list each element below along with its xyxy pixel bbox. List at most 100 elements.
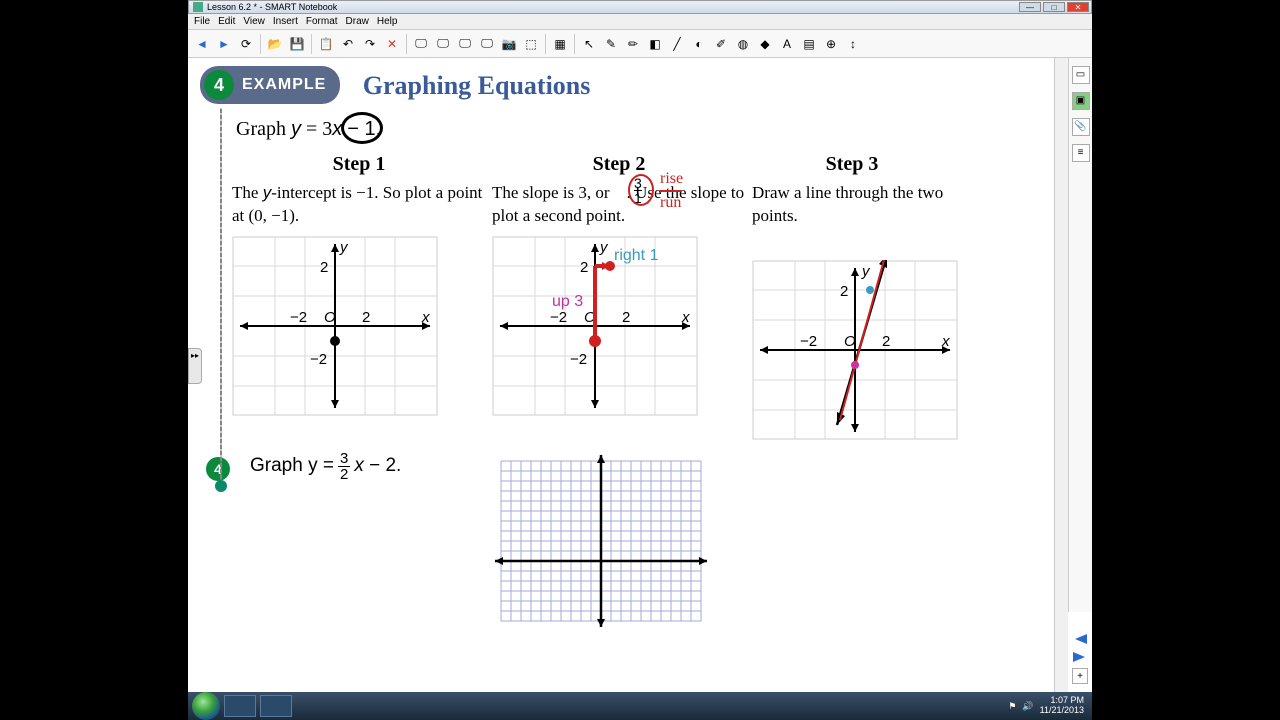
step-1-title: Step 1 bbox=[232, 153, 486, 176]
step-2: Step 2 The slope is 3, or . Use the slop… bbox=[492, 153, 746, 445]
svg-text:2: 2 bbox=[362, 309, 370, 326]
forward-icon[interactable]: ► bbox=[214, 34, 234, 54]
svg-text:O: O bbox=[324, 309, 336, 326]
step-2-graph: −2 2 2 −2 O y x up 3 right 1 bbox=[492, 236, 746, 421]
app-window: Lesson 6.2 * - SMART Notebook — □ ✕ File… bbox=[188, 0, 1092, 692]
svg-text:2: 2 bbox=[320, 259, 328, 276]
creative-pen-icon[interactable]: ✏ bbox=[623, 34, 643, 54]
menu-help[interactable]: Help bbox=[377, 16, 398, 27]
save-icon[interactable]: 💾 bbox=[287, 34, 307, 54]
add-page-icon[interactable]: + bbox=[1072, 668, 1088, 684]
capture-icon[interactable]: 📷 bbox=[499, 34, 519, 54]
blank-grid bbox=[491, 451, 711, 636]
nav-arrows: + bbox=[1068, 632, 1092, 684]
page-sorter-icon[interactable]: ▭ bbox=[1072, 66, 1090, 84]
step-3-title: Step 3 bbox=[752, 153, 952, 176]
step-1-graph: −2 2 2 −2 O y x bbox=[232, 236, 486, 421]
titlebar[interactable]: Lesson 6.2 * - SMART Notebook — □ ✕ bbox=[188, 0, 1092, 14]
paste-icon[interactable]: 📋 bbox=[316, 34, 336, 54]
attachments-icon[interactable]: 📎 bbox=[1072, 118, 1090, 136]
tray-flag-icon[interactable]: ⚑ bbox=[1008, 701, 1016, 712]
taskbar-item-1[interactable] bbox=[224, 695, 256, 717]
step-3-text: Draw a line through the two points. bbox=[752, 182, 952, 228]
svg-text:−2: −2 bbox=[570, 351, 587, 368]
svg-text:right 1: right 1 bbox=[614, 247, 659, 264]
screen1-icon[interactable]: 🖵 bbox=[411, 34, 431, 54]
shape-icon[interactable]: ◐ bbox=[689, 34, 709, 54]
redo-icon[interactable]: ↷ bbox=[360, 34, 380, 54]
system-tray: ⚑ 🔊 1:07 PM 11/21/2013 bbox=[1008, 696, 1092, 716]
magic-pen-icon[interactable]: ✐ bbox=[711, 34, 731, 54]
example-badge: 4 EXAMPLE bbox=[200, 66, 340, 104]
open-icon[interactable]: 📂 bbox=[265, 34, 285, 54]
run-label: run bbox=[660, 190, 681, 214]
move-toolbar-icon[interactable]: ↕ bbox=[843, 34, 863, 54]
taskbar: ⚑ 🔊 1:07 PM 11/21/2013 bbox=[188, 692, 1092, 720]
steps-row: Step 1 The y-intercept is −1. So plot a … bbox=[232, 153, 1054, 445]
step-1-text: The y-intercept is −1. So plot a point a… bbox=[232, 182, 486, 228]
menu-format[interactable]: Format bbox=[306, 16, 338, 27]
undo-icon[interactable]: ↶ bbox=[338, 34, 358, 54]
highlighter-icon[interactable]: ◆ bbox=[755, 34, 775, 54]
next-page-icon[interactable] bbox=[1071, 650, 1089, 664]
delete-icon[interactable]: ✕ bbox=[382, 34, 402, 54]
measure-icon[interactable]: ⊕ bbox=[821, 34, 841, 54]
badge-label: EXAMPLE bbox=[242, 76, 326, 94]
tray-clock[interactable]: 1:07 PM 11/21/2013 bbox=[1040, 696, 1084, 716]
properties-tab-icon[interactable]: ≡ bbox=[1072, 144, 1090, 162]
screen3-icon[interactable]: 🖵 bbox=[455, 34, 475, 54]
svg-text:O: O bbox=[844, 333, 856, 350]
line-icon[interactable]: ╱ bbox=[667, 34, 687, 54]
svg-text:x: x bbox=[941, 333, 950, 350]
exercise-equation: Graph y = 32 x − 2. bbox=[250, 451, 401, 482]
tray-volume-icon[interactable]: 🔊 bbox=[1022, 701, 1033, 712]
menu-file[interactable]: File bbox=[194, 16, 210, 27]
page-spine bbox=[220, 108, 222, 488]
properties-icon[interactable]: ▤ bbox=[799, 34, 819, 54]
exercise-badge: 4 bbox=[206, 457, 230, 481]
select-icon[interactable]: ↖ bbox=[579, 34, 599, 54]
menu-view[interactable]: View bbox=[243, 16, 265, 27]
svg-text:−2: −2 bbox=[290, 309, 307, 326]
step-3-graph: −2 2 2 O y x bbox=[752, 260, 952, 445]
menubar: File Edit View Insert Format Draw Help bbox=[188, 14, 1092, 30]
menu-edit[interactable]: Edit bbox=[218, 16, 235, 27]
taskbar-item-2[interactable] bbox=[260, 695, 292, 717]
eraser-icon[interactable]: ◧ bbox=[645, 34, 665, 54]
page-content: 4 EXAMPLE Graphing Equations Graph y = 3… bbox=[188, 58, 1054, 692]
exercise-row: 4 Graph y = 32 x − 2. bbox=[206, 451, 1054, 636]
step-2-text: The slope is 3, or . Use the slope to pl… bbox=[492, 182, 746, 228]
prev-page-icon[interactable] bbox=[1071, 632, 1089, 646]
screen2-icon[interactable]: 🖵 bbox=[433, 34, 453, 54]
table-icon[interactable]: ▦ bbox=[550, 34, 570, 54]
text-icon[interactable]: A bbox=[777, 34, 797, 54]
back-icon[interactable]: ◄ bbox=[192, 34, 212, 54]
close-button[interactable]: ✕ bbox=[1067, 2, 1089, 12]
pen-icon[interactable]: ✎ bbox=[601, 34, 621, 54]
maximize-button[interactable]: □ bbox=[1043, 2, 1065, 12]
fill-icon[interactable]: ◍ bbox=[733, 34, 753, 54]
menu-insert[interactable]: Insert bbox=[273, 16, 298, 27]
doc-cam-icon[interactable]: ⬚ bbox=[521, 34, 541, 54]
screen4-icon[interactable]: 🖵 bbox=[477, 34, 497, 54]
gallery-icon[interactable]: ▣ bbox=[1072, 92, 1090, 110]
svg-text:−2: −2 bbox=[550, 309, 567, 326]
step-3: Step 3 Draw a line through the two point… bbox=[752, 153, 952, 445]
svg-text:−2: −2 bbox=[800, 333, 817, 350]
side-panel: ▭ ▣ 📎 ≡ bbox=[1068, 58, 1092, 612]
svg-text:x: x bbox=[421, 309, 430, 326]
minimize-button[interactable]: — bbox=[1019, 2, 1041, 12]
svg-text:2: 2 bbox=[580, 259, 588, 276]
vertical-scrollbar[interactable] bbox=[1054, 58, 1068, 692]
side-tab-handle[interactable]: ▸▸ bbox=[188, 348, 202, 384]
menu-draw[interactable]: Draw bbox=[346, 16, 369, 27]
window-title: Lesson 6.2 * - SMART Notebook bbox=[207, 2, 337, 12]
refresh-icon[interactable]: ⟳ bbox=[236, 34, 256, 54]
spine-marker bbox=[215, 480, 227, 492]
start-button[interactable] bbox=[192, 692, 220, 720]
badge-number: 4 bbox=[204, 70, 234, 100]
lesson-title: Graphing Equations bbox=[363, 71, 591, 101]
step-1: Step 1 The y-intercept is −1. So plot a … bbox=[232, 153, 486, 445]
svg-text:2: 2 bbox=[882, 333, 890, 350]
rise-label: rise bbox=[660, 168, 683, 190]
